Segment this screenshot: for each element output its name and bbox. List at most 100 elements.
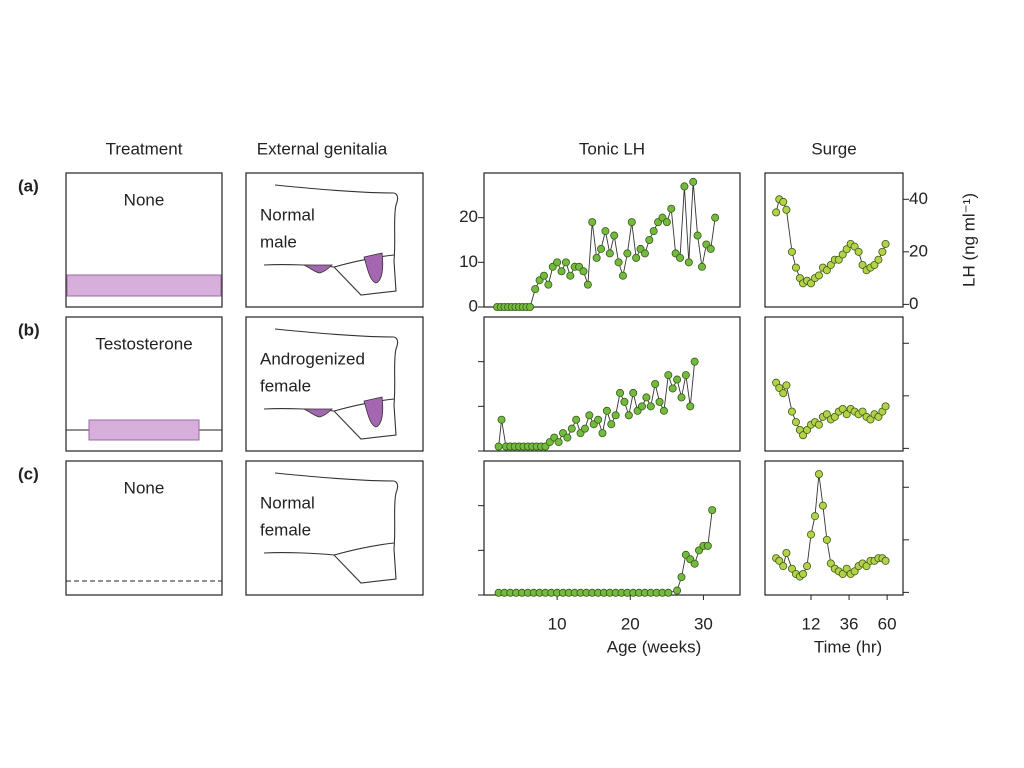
genitalia-panel (245, 316, 424, 452)
data-point (651, 379, 660, 388)
data-point (585, 411, 594, 420)
data-point (787, 407, 796, 416)
data-point (602, 406, 611, 415)
data-point (814, 271, 823, 280)
data-point (637, 402, 646, 411)
y-tick-label: 20 (459, 207, 478, 226)
data-point (579, 267, 588, 276)
data-point (881, 556, 890, 565)
data-point (830, 412, 839, 421)
data-point (667, 204, 676, 213)
data-point (686, 402, 695, 411)
data-point (539, 271, 548, 280)
genitalia-label: Normal (260, 493, 315, 512)
genital-tissue (363, 252, 384, 284)
data-point (677, 573, 686, 582)
data-point (881, 402, 890, 411)
data-point (640, 249, 649, 258)
data-point (818, 501, 827, 510)
y-axis-label: LH (ng ml⁻¹) (959, 193, 978, 287)
data-point (878, 247, 887, 256)
data-point (645, 235, 654, 244)
data-point (842, 564, 851, 573)
row-label: (c) (18, 464, 39, 483)
data-point (803, 425, 812, 434)
data-point (664, 371, 673, 380)
data-point (563, 433, 572, 442)
data-point (690, 357, 699, 366)
data-point (782, 548, 791, 557)
data-point (597, 244, 606, 253)
data-point (567, 424, 576, 433)
data-point (775, 383, 784, 392)
x-tick-label: 60 (878, 614, 897, 633)
data-point (842, 245, 851, 254)
data-point (697, 262, 706, 271)
data-point (850, 242, 859, 251)
data-point (610, 231, 619, 240)
treatment-label: Testosterone (95, 334, 192, 353)
data-point (531, 285, 540, 294)
data-point (842, 410, 851, 419)
data-point (874, 412, 883, 421)
data-point (787, 564, 796, 573)
data-point (627, 218, 636, 227)
data-point (706, 244, 715, 253)
data-point (624, 411, 633, 420)
genitalia-diagram (263, 184, 399, 296)
data-point (791, 418, 800, 427)
treatment-bar (66, 274, 222, 297)
data-point (870, 260, 879, 269)
data-point (814, 420, 823, 429)
data-point (607, 420, 616, 429)
data-point (807, 530, 816, 539)
genitalia-label: Normal (260, 205, 315, 224)
genital-tissue (363, 396, 384, 428)
treatment-bar (88, 419, 200, 441)
data-point (544, 280, 553, 289)
chart-frame (764, 316, 904, 452)
data-point (580, 424, 589, 433)
data-point (594, 415, 603, 424)
data-point (605, 249, 614, 258)
column-header: Treatment (106, 139, 183, 158)
data-point (799, 569, 808, 578)
chart-frame (483, 460, 741, 596)
data-point (557, 267, 566, 276)
data-point (822, 266, 831, 275)
y-tick-label: 40 (909, 189, 928, 208)
treatment-label: None (124, 190, 165, 209)
data-point (858, 260, 867, 269)
treatment-panel (65, 316, 223, 452)
data-point (620, 397, 629, 406)
data-point (681, 371, 690, 380)
data-point (854, 247, 863, 256)
data-point (787, 247, 796, 256)
genitalia-panel (245, 172, 424, 308)
data-point (566, 271, 575, 280)
data-point (618, 271, 627, 280)
data-point (689, 177, 698, 186)
data-point (693, 231, 702, 240)
data-point (799, 431, 808, 440)
y-tick-label: 20 (909, 241, 928, 260)
data-point (494, 442, 503, 451)
data-point (588, 218, 597, 227)
data-point (598, 429, 607, 438)
data-point (782, 205, 791, 214)
data-point (772, 208, 781, 217)
treatment-label: None (124, 478, 165, 497)
row-label: (b) (18, 320, 40, 339)
data-point (623, 249, 632, 258)
treatment-panel (65, 172, 223, 308)
data-point (874, 255, 883, 264)
row-label: (a) (18, 176, 39, 195)
data-point (601, 227, 610, 236)
data-point (572, 415, 581, 424)
data-point (616, 388, 625, 397)
data-point (822, 410, 831, 419)
x-tick-label: 12 (802, 614, 821, 633)
y-tick-label: 0 (469, 296, 478, 315)
data-point (834, 255, 843, 264)
data-point (655, 397, 664, 406)
